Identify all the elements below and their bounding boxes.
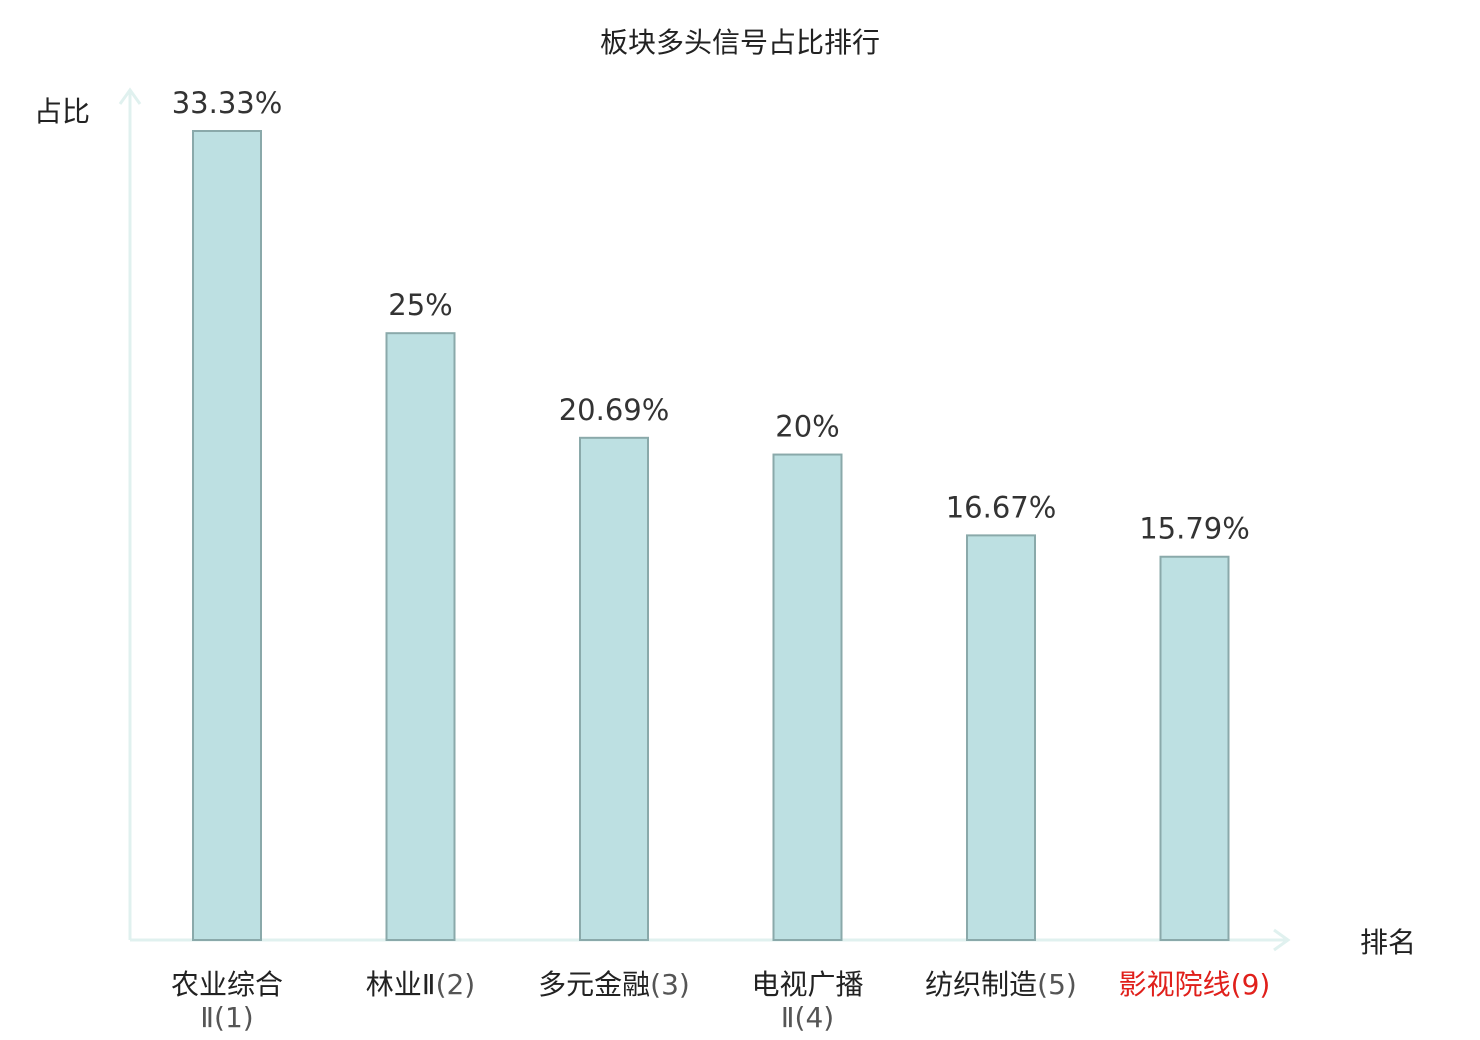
value-labels-group: 33.33% 25% 20.69% 20% 16.67% 15.79% <box>172 86 1250 546</box>
category-label-2: 林业Ⅱ(2) <box>366 968 475 1001</box>
bar-4 <box>772 453 843 941</box>
value-label-1: 33.33% <box>172 86 283 120</box>
value-label-4: 20% <box>775 410 839 444</box>
x-axis <box>130 928 1291 952</box>
category-label-5: 纺织制造(5) <box>925 968 1077 1001</box>
category-labels-group: 农业综合 Ⅱ(1) 林业Ⅱ(2) 多元金融(3) 电视广播 Ⅱ(4) 纺织制造(5) 影视院线… <box>171 968 1270 1034</box>
value-label-6: 15.79% <box>1139 512 1250 546</box>
bars-group <box>192 130 1230 942</box>
bar-6 <box>1159 555 1230 942</box>
category-label-4: 电视广播 Ⅱ(4) <box>751 968 863 1034</box>
chart-title: 板块多头信号占比排行 <box>600 26 880 59</box>
bar-1 <box>192 130 262 941</box>
bar-2 <box>385 332 456 941</box>
value-label-3: 20.69% <box>559 393 670 427</box>
value-label-2: 25% <box>388 288 452 322</box>
bar-5 <box>966 534 1036 942</box>
bar-3 <box>579 436 649 941</box>
value-label-5: 16.67% <box>946 490 1057 524</box>
category-label-6: 影视院线(9) <box>1119 968 1271 1001</box>
x-axis-label: 排名 <box>1360 926 1416 959</box>
y-axis <box>118 87 142 940</box>
category-label-3: 多元金融(3) <box>538 968 690 1001</box>
y-axis-label: 占比 <box>34 95 90 128</box>
category-label-1: 农业综合 Ⅱ(1) <box>171 968 283 1034</box>
